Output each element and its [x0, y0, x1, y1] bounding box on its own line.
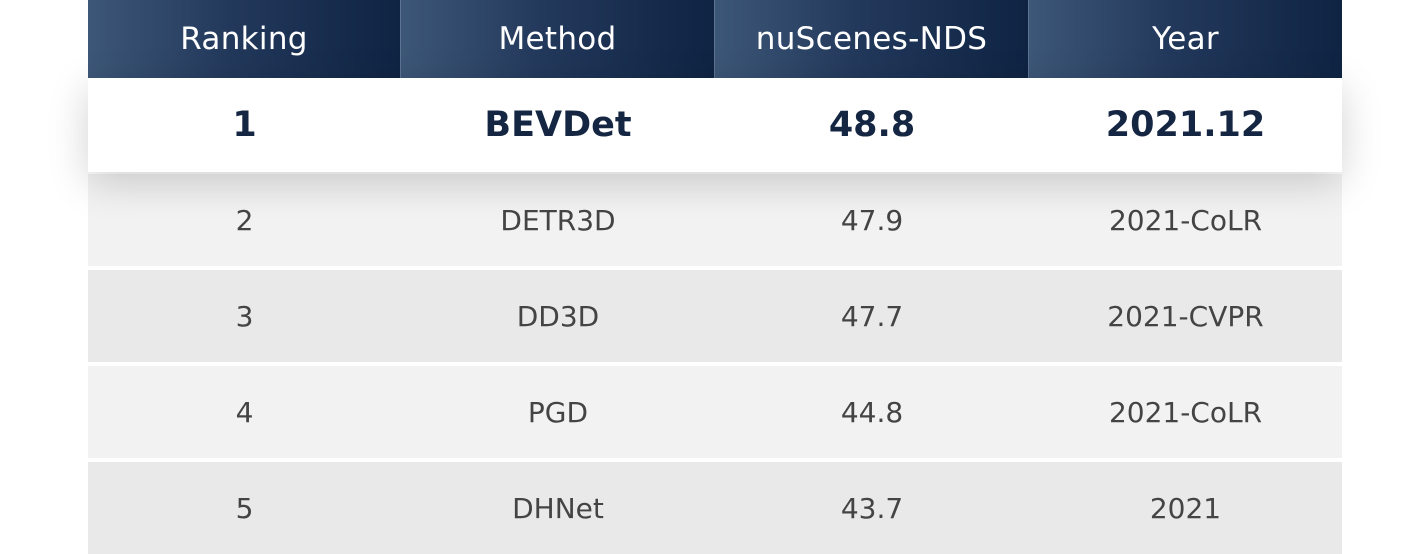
header-ranking: Ranking [88, 0, 401, 78]
ranking-cell: 1 [232, 105, 257, 145]
table-row: 5 DHNet 43.7 2021 [88, 462, 1342, 554]
method-cell: BEVDet [484, 105, 632, 145]
nds-cell: 48.8 [828, 105, 916, 145]
table-header: Ranking Method nuScenes-NDS Year [88, 0, 1342, 78]
year-cell: 2021-CoLR [1108, 395, 1263, 429]
year-cell: 2021 [1149, 491, 1222, 525]
method-cell: DHNet [512, 491, 604, 525]
year-cell: 2021.12 [1105, 105, 1266, 145]
ranking-cell: 4 [235, 395, 254, 429]
header-method: Method [401, 0, 715, 78]
year-cell: 2021-CVPR [1107, 299, 1264, 333]
header-nds: nuScenes-NDS [715, 0, 1029, 78]
nds-cell: 43.7 [840, 491, 904, 525]
header-year: Year [1029, 0, 1342, 78]
nds-cell: 47.7 [840, 299, 904, 333]
method-cell: PGD [527, 395, 589, 429]
ranking-cell: 5 [235, 491, 254, 525]
method-cell: DETR3D [500, 203, 616, 237]
nds-cell: 47.9 [840, 203, 904, 237]
method-cell: DD3D [516, 299, 600, 333]
ranking-table: Ranking Method nuScenes-NDS Year 1 BEVDe… [88, 0, 1342, 554]
ranking-cell: 2 [235, 203, 254, 237]
ranking-cell: 3 [235, 299, 254, 333]
table-row-highlighted: 1 BEVDet 48.8 2021.12 [88, 78, 1342, 172]
table-row: 4 PGD 44.8 2021-CoLR [88, 366, 1342, 458]
table-row: 2 DETR3D 47.9 2021-CoLR [88, 174, 1342, 266]
nds-cell: 44.8 [840, 395, 904, 429]
table-row: 3 DD3D 47.7 2021-CVPR [88, 270, 1342, 362]
year-cell: 2021-CoLR [1108, 203, 1263, 237]
